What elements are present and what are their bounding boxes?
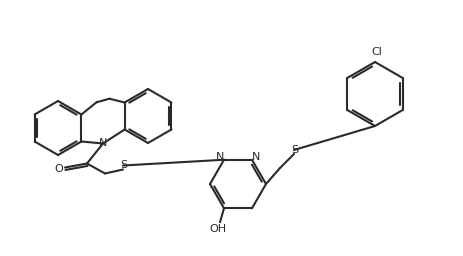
Text: O: O bbox=[55, 164, 63, 174]
Text: S: S bbox=[120, 161, 128, 170]
Text: N: N bbox=[252, 152, 260, 162]
Text: S: S bbox=[291, 145, 299, 155]
Text: Cl: Cl bbox=[372, 47, 382, 57]
Text: N: N bbox=[99, 138, 107, 148]
Text: N: N bbox=[216, 152, 224, 162]
Text: OH: OH bbox=[209, 224, 226, 234]
